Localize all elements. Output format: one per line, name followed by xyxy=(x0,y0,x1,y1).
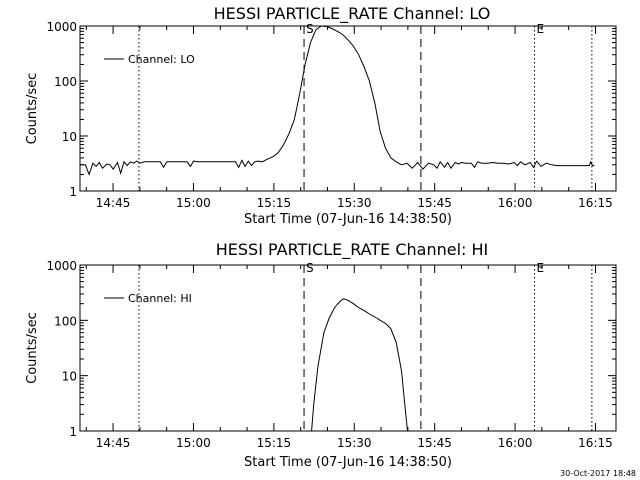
x-axis-label-hi: Start Time (07-Jun-16 14:38:50) xyxy=(244,455,452,470)
x-tick-label: 15:45 xyxy=(417,436,452,450)
x-axis-label-lo: Start Time (07-Jun-16 14:38:50) xyxy=(244,212,452,227)
plot-panel-hi: HESSI PARTICLE_RATE Channel: HI 1 10 100 10… xyxy=(25,240,617,470)
y-axis-ticks-lo: 1 10 100 1000 xyxy=(46,20,616,199)
flare-marker-label: E xyxy=(537,261,545,275)
x-tick-label: 14:45 xyxy=(96,196,131,210)
y-axis-ticks-hi: 1 10 100 1000 xyxy=(46,259,616,439)
footer-timestamp: 30-Oct-2017 18:48 xyxy=(560,469,636,478)
y-tick-label: 1000 xyxy=(46,20,77,34)
flare-marker-label: S xyxy=(306,261,314,275)
y-tick-label: 10 xyxy=(62,370,77,384)
x-axis-ticks-lo: 14:45 15:00 15:15 15:30 15:45 16:00 16:15 xyxy=(85,26,613,210)
y-tick-label: 1000 xyxy=(46,259,77,273)
x-tick-label: 16:15 xyxy=(578,196,613,210)
y-axis-label-lo: Counts/sec xyxy=(25,73,40,145)
flare-marker-label: E xyxy=(537,22,545,36)
x-tick-label: 15:30 xyxy=(337,196,372,210)
plot-title-hi: HESSI PARTICLE_RATE Channel: HI xyxy=(216,240,489,260)
y-tick-label: 1 xyxy=(69,185,77,199)
x-tick-label: 16:15 xyxy=(578,436,613,450)
plot-panel-lo: HESSI PARTICLE_RATE Channel: LO 1 10 100 10… xyxy=(25,4,617,227)
y-tick-label: 100 xyxy=(54,75,77,89)
y-tick-label: 1 xyxy=(69,425,77,439)
x-tick-label: 15:00 xyxy=(176,196,211,210)
x-tick-label: 14:45 xyxy=(96,436,131,450)
x-tick-label: 16:00 xyxy=(498,436,533,450)
x-tick-label: 15:45 xyxy=(417,196,452,210)
x-tick-label: 15:15 xyxy=(257,196,292,210)
x-tick-label: 15:00 xyxy=(176,436,211,450)
x-tick-label: 15:15 xyxy=(257,436,292,450)
series-line-channel-hi xyxy=(311,298,408,432)
legend-label-lo: Channel: LO xyxy=(128,53,195,66)
plot-frame-lo xyxy=(79,25,617,192)
legend-label-hi: Channel: HI xyxy=(128,292,192,305)
y-axis-label-hi: Counts/sec xyxy=(25,312,40,384)
x-tick-label: 16:00 xyxy=(498,196,533,210)
plot-title-lo: HESSI PARTICLE_RATE Channel: LO xyxy=(214,4,491,24)
x-tick-label: 15:30 xyxy=(337,436,372,450)
y-tick-label: 100 xyxy=(54,314,77,328)
series-line-channel-lo xyxy=(80,25,595,176)
x-axis-ticks-hi: 14:45 15:00 15:15 15:30 15:45 16:00 16:15 xyxy=(85,265,613,450)
y-tick-label: 10 xyxy=(62,130,77,144)
plot-frame-hi xyxy=(79,264,617,432)
flare-marker-label: S xyxy=(306,22,314,36)
